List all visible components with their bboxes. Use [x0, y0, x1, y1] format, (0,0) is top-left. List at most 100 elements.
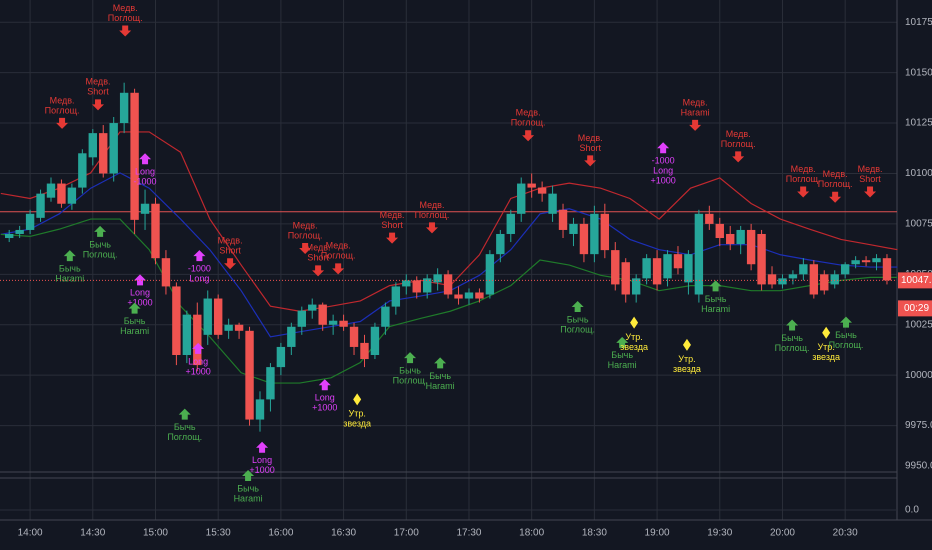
candle-body — [558, 209, 568, 230]
signal-label: Long — [653, 166, 673, 176]
signal-label: Short — [579, 143, 601, 153]
signal-label: Harami — [426, 381, 455, 391]
signal-arrow — [434, 357, 447, 369]
signal-label: Long — [135, 167, 155, 177]
signal-arrow — [864, 186, 877, 198]
signal-label: Медв. — [218, 236, 243, 246]
signal-arrow — [299, 242, 312, 254]
signal: Утр.звезда — [673, 338, 701, 374]
candle-body — [851, 260, 860, 265]
signal-label: Поглощ. — [321, 251, 356, 261]
signal-label: Поглощ. — [108, 13, 143, 23]
signal: Медв.Поглощ. — [511, 108, 546, 142]
signal-label: Harami — [701, 304, 730, 314]
candle-body — [767, 274, 777, 285]
signal-label: Медв. — [86, 77, 111, 87]
signal-label: Поглощ. — [415, 210, 450, 220]
candle-body — [809, 264, 819, 295]
signal-label: Бычь — [59, 263, 81, 273]
candle-body — [318, 304, 327, 325]
signal-label: Поглощ. — [83, 249, 118, 259]
signal-arrow — [657, 142, 670, 154]
candle-body — [402, 280, 411, 287]
signal: Медв.Поглощ. — [786, 164, 821, 198]
signal: Медв.Short — [86, 77, 111, 111]
signal-label: -1000 — [652, 156, 675, 166]
signal-diamond — [353, 393, 362, 406]
candle-body — [579, 223, 589, 255]
signal-label: Бычь — [399, 366, 421, 376]
candle-body — [611, 250, 620, 285]
signal: Медв.Short — [306, 243, 331, 277]
signal-label: Short — [87, 87, 109, 97]
candle-body — [882, 258, 892, 281]
candle-body — [757, 233, 766, 285]
candle-body — [4, 233, 14, 239]
signal-arrow — [242, 469, 255, 481]
candle-body — [485, 254, 495, 295]
candle-body — [600, 213, 610, 251]
signal-diamond — [822, 326, 831, 339]
candle-body — [548, 193, 557, 214]
signal: Медв.Short — [218, 236, 243, 270]
signal-label: Утр. — [678, 354, 695, 364]
candle-body — [527, 183, 536, 188]
x-tick-label: 20:00 — [770, 528, 795, 539]
signal-arrow — [193, 250, 206, 262]
signal-label: -1000 — [134, 177, 157, 187]
signal: Медв.Поглощ. — [108, 3, 143, 37]
y-tick-label: 10150.0 — [905, 67, 932, 78]
candle-body — [109, 123, 118, 174]
candle-body — [15, 229, 24, 234]
y-tick-label: 10100.0 — [905, 168, 932, 179]
signal: Медв.Harami — [681, 97, 710, 131]
candle-body — [308, 304, 317, 311]
countdown-label: 00:29 — [904, 303, 929, 314]
signal-label: Бычь — [705, 294, 727, 304]
signal-arrow — [134, 274, 147, 286]
signal-label: Медв. — [726, 129, 751, 139]
signal: Long+1000 — [127, 274, 153, 308]
candle-body — [46, 183, 56, 198]
candle-body — [412, 280, 421, 293]
signal: Утр.звезда — [812, 326, 840, 362]
signal-label: звезда — [812, 352, 840, 362]
signal-label: Short — [219, 246, 241, 256]
signal-arrow — [829, 191, 842, 203]
signal-arrow — [139, 153, 152, 165]
candle-body — [172, 286, 181, 356]
candle-body — [297, 310, 306, 327]
signal-arrow — [584, 155, 597, 167]
signal-label: Медв. — [113, 3, 138, 13]
signal: Утр.звезда — [620, 316, 648, 352]
candle-body — [360, 342, 369, 360]
signal-label: Медв. — [420, 200, 445, 210]
candle-body — [67, 187, 77, 204]
signal-label: +1000 — [650, 176, 675, 186]
candle-body — [705, 213, 714, 224]
x-tick-label: 19:00 — [645, 528, 670, 539]
signal-label: Бычь — [429, 371, 451, 381]
signal-arrow — [128, 302, 141, 314]
x-tick-label: 14:00 — [18, 528, 43, 539]
signal-label: Бычь — [174, 422, 196, 432]
signal-label: звезда — [673, 364, 701, 374]
candle-body — [88, 133, 97, 158]
signal-label: Поглощ. — [775, 343, 810, 353]
candle-body — [464, 292, 474, 299]
candle-body — [193, 314, 202, 366]
candle-body — [642, 258, 651, 279]
signal: Long-1000 — [134, 153, 157, 187]
signal-label: Поглощ. — [786, 174, 821, 184]
x-tick-label: 18:30 — [582, 528, 607, 539]
signal-arrow — [119, 25, 132, 37]
signal-label: Поглощ. — [511, 118, 546, 128]
candle-body — [119, 92, 129, 124]
candle-body — [652, 258, 662, 285]
signal: Медв.Short — [858, 164, 883, 198]
